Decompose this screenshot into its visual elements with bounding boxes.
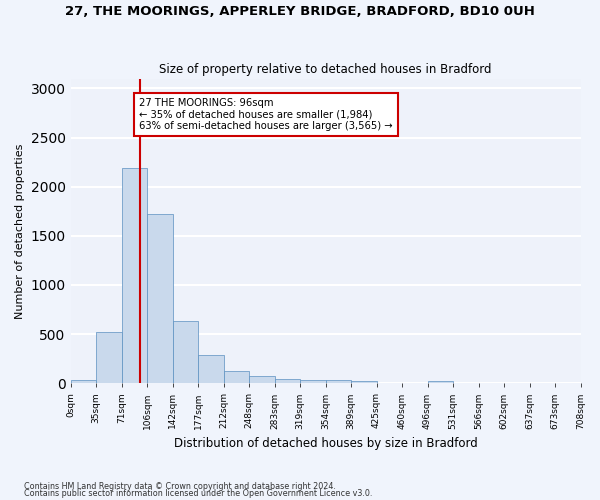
Bar <box>122 168 147 384</box>
Bar <box>96 332 122 384</box>
Bar <box>300 380 326 384</box>
Bar <box>351 381 377 384</box>
X-axis label: Distribution of detached houses by size in Bradford: Distribution of detached houses by size … <box>173 437 478 450</box>
Text: 27 THE MOORINGS: 96sqm
← 35% of detached houses are smaller (1,984)
63% of semi-: 27 THE MOORINGS: 96sqm ← 35% of detached… <box>139 98 392 132</box>
Bar <box>147 214 173 384</box>
Text: Contains public sector information licensed under the Open Government Licence v3: Contains public sector information licen… <box>24 489 373 498</box>
Text: Contains HM Land Registry data © Crown copyright and database right 2024.: Contains HM Land Registry data © Crown c… <box>24 482 336 491</box>
Bar <box>173 321 198 384</box>
Bar <box>224 371 249 384</box>
Title: Size of property relative to detached houses in Bradford: Size of property relative to detached ho… <box>159 63 492 76</box>
Bar <box>326 380 351 384</box>
Bar <box>71 380 96 384</box>
Y-axis label: Number of detached properties: Number of detached properties <box>15 143 25 318</box>
Bar <box>275 380 300 384</box>
Bar <box>428 382 453 384</box>
Text: 27, THE MOORINGS, APPERLEY BRIDGE, BRADFORD, BD10 0UH: 27, THE MOORINGS, APPERLEY BRIDGE, BRADF… <box>65 5 535 18</box>
Bar <box>198 355 224 384</box>
Bar <box>249 376 275 384</box>
